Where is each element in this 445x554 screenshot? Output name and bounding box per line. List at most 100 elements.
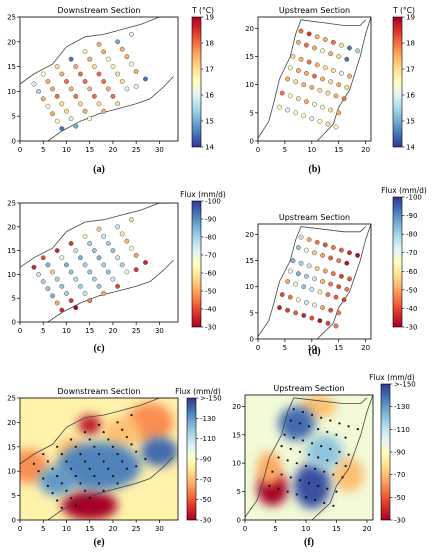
x-tick-label: 25 <box>132 327 141 335</box>
colorbar-tick-label: 19 <box>406 14 415 22</box>
colorbar <box>191 16 202 148</box>
colorbar-title: T (°C) <box>191 6 214 15</box>
measurement-dot <box>93 445 96 448</box>
data-point <box>91 276 97 282</box>
colorbar <box>392 16 403 148</box>
measurement-dot <box>37 470 40 473</box>
colorbar-tick-label: >-150 <box>394 381 416 389</box>
measurement-dot <box>332 504 335 507</box>
measurement-dot <box>107 467 110 470</box>
data-point <box>320 104 326 110</box>
boundary-line-upper <box>20 203 174 268</box>
boundary-line-lower <box>47 259 174 322</box>
data-point <box>110 93 116 99</box>
data-point <box>347 45 352 51</box>
x-tick-label: 5 <box>283 146 287 154</box>
boundary-line-lower <box>47 456 174 520</box>
colorbar-title: Flux (mm/d) <box>369 373 415 382</box>
measurement-dot <box>295 493 298 496</box>
measurement-dot <box>97 453 101 456</box>
data-point <box>306 263 312 269</box>
data-point <box>309 315 315 321</box>
plot-frame <box>257 223 372 340</box>
x-tick-label: 15 <box>85 146 94 154</box>
colorbar-tick-label: 19 <box>205 14 214 22</box>
measurement-dot <box>130 443 133 446</box>
data-point <box>115 283 121 289</box>
data-point <box>105 269 111 275</box>
colorbar-tick-label: -90 <box>406 212 417 220</box>
measurement-dot <box>307 425 311 428</box>
data-point <box>295 245 301 250</box>
measurement-dot <box>323 501 326 505</box>
colorbar-tick-label: -130 <box>394 403 410 411</box>
colorbar-tick-label: 17 <box>406 66 415 74</box>
data-point <box>73 123 79 129</box>
x-tick-label: 15 <box>332 525 341 533</box>
data-point <box>54 300 60 306</box>
y-tick-label: 0 <box>12 517 16 525</box>
data-point <box>333 294 339 300</box>
measurement-dot <box>111 474 115 478</box>
x-tick-label: 30 <box>155 146 164 154</box>
data-point <box>298 28 304 34</box>
data-point <box>293 310 299 316</box>
measurement-dot <box>277 456 280 459</box>
data-point <box>290 258 296 264</box>
colorbar-tick-label: 16 <box>205 92 214 100</box>
y-tick-label: 10 <box>245 81 254 89</box>
boundary-line-lower <box>316 224 371 339</box>
plot-frame <box>19 16 179 142</box>
data-point <box>105 56 111 62</box>
measurement-dot <box>83 460 87 463</box>
data-point <box>338 273 344 279</box>
data-point <box>314 265 320 271</box>
data-point <box>312 250 317 256</box>
measurement-dot <box>298 479 301 482</box>
x-tick-label: 15 <box>85 327 94 335</box>
data-point <box>96 226 102 232</box>
measurement-dot <box>289 419 292 422</box>
data-point <box>303 247 309 253</box>
boundary-line-lower <box>311 395 373 520</box>
panel-d: 0 5 10 15 20 0 5 10 15 20 Upstream Section Flux (mm… <box>245 186 427 357</box>
data-point <box>50 269 55 275</box>
data-point <box>68 298 74 304</box>
colorbar-tick-label: -50 <box>200 496 211 504</box>
colorbar-tick-label: -40 <box>205 306 216 314</box>
measurement-dot <box>317 484 320 488</box>
colorbar-tick-label: 15 <box>205 118 214 126</box>
data-point <box>301 313 307 318</box>
y-tick-label: 15 <box>7 247 16 255</box>
measurement-dot <box>283 433 286 436</box>
measurement-dot <box>268 484 271 488</box>
y-tick-label: 25 <box>7 14 16 22</box>
data-point <box>96 255 102 261</box>
measurement-dot <box>317 427 320 431</box>
measurement-dot <box>144 457 147 461</box>
measurement-dot <box>60 506 63 509</box>
heatmap-blob <box>103 417 141 447</box>
colorbar-tick-label: -110 <box>394 426 410 434</box>
boundary-line-upper <box>20 398 174 465</box>
measurement-dot <box>70 438 73 441</box>
data-point <box>320 48 326 54</box>
data-point <box>96 71 102 77</box>
data-point <box>287 294 293 300</box>
y-tick-label: 0 <box>250 138 254 146</box>
x-tick-label: 10 <box>62 327 71 335</box>
measurement-dot <box>304 464 308 468</box>
data-point <box>301 82 307 88</box>
panel-caption: (c) <box>93 343 104 354</box>
data-point <box>73 305 79 311</box>
x-tick-label: 5 <box>41 525 45 533</box>
measurement-dot <box>46 484 49 487</box>
data-point <box>143 76 148 82</box>
data-point <box>54 248 60 254</box>
panel-a: 0 5 10 15 20 25 30 0 5 10 15 20 25 Downstream Section… <box>7 6 214 175</box>
panel-c: 0 5 10 15 20 25 30 0 5 10 15 20 25 Flux (mm/d)-100 -90… <box>7 190 226 354</box>
data-point <box>285 279 291 284</box>
data-point <box>133 267 139 273</box>
data-point <box>64 262 69 268</box>
data-point <box>129 31 134 37</box>
